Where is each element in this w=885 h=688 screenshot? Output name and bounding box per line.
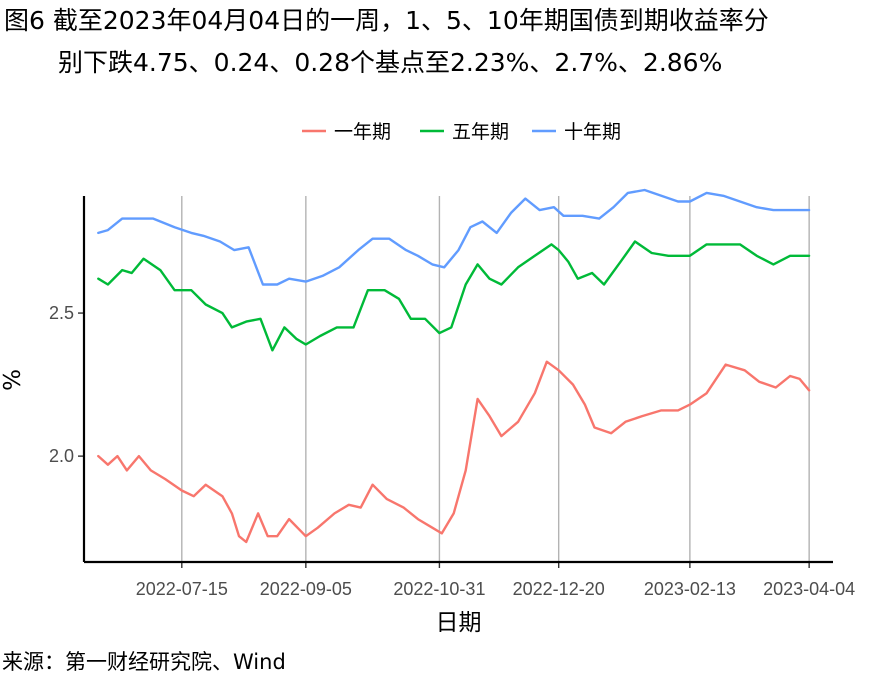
x-tick-label: 2023-02-13 (644, 579, 736, 599)
x-axis-label: 日期 (436, 610, 482, 636)
x-tick-label: 2023-04-04 (763, 579, 855, 599)
x-tick-label: 2022-10-31 (393, 579, 485, 599)
series-lines (97, 188, 811, 544)
series-line-3 (97, 188, 811, 286)
chart-title-line-2: 别下跌4.75、0.24、0.28个基点至2.23%、2.7%、2.86% (58, 48, 723, 77)
legend: 一年期 五年期 十年期 (302, 121, 621, 143)
y-axis-label: % (0, 369, 26, 391)
legend-label-2: 五年期 (452, 121, 509, 143)
chart-title-line-1: 图6 截至2023年04月04日的一周，1、5、10年期国债到期收益率分 (4, 6, 769, 35)
y-tick-label: 2.0 (49, 446, 74, 466)
tick-labels: 2022-07-15 2022-09-05 2022-10-31 2022-12-20… (49, 303, 855, 599)
x-tick-label: 2022-07-15 (136, 579, 228, 599)
legend-label-1: 一年期 (334, 121, 391, 143)
series-line-1 (97, 360, 811, 544)
y-tick-label: 2.5 (49, 303, 74, 323)
x-tick-label: 2022-09-05 (260, 579, 352, 599)
series-line-2 (97, 240, 811, 352)
legend-label-3: 十年期 (564, 121, 621, 143)
source-note: 来源：第一财经研究院、Wind (2, 650, 286, 674)
axes (78, 196, 833, 568)
x-tick-label: 2022-12-20 (513, 579, 605, 599)
